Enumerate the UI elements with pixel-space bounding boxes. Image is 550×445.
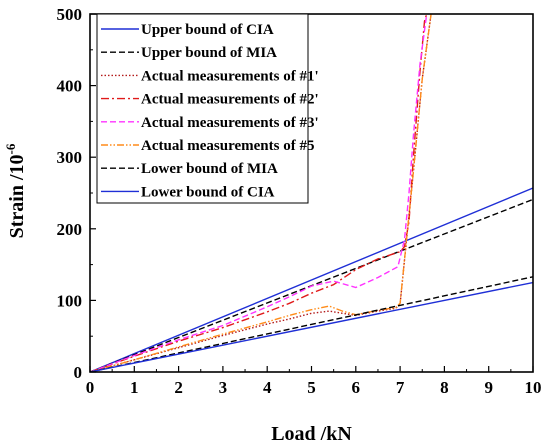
y-tick-label: 200 [57,220,83,239]
legend-label: Upper bound of CIA [141,22,274,38]
x-tick-label: 10 [525,378,542,397]
x-axis-title: Load /kN [271,423,352,445]
series-line-8 [90,281,533,372]
y-axis-title-sup: -6 [3,143,18,154]
legend-label: Lower bound of CIA [141,184,275,200]
series-line-1 [90,187,533,372]
series-line-6 [90,14,432,372]
y-tick-label: 300 [57,148,83,167]
x-tick-label: 8 [440,378,449,397]
y-axis-title-main: Strain /10 [6,154,28,238]
y-tick-label: 0 [74,363,83,382]
legend-label: Actual measurements of #5 [141,138,314,154]
x-tick-label: 5 [307,378,316,397]
legend-label: Actual measurements of #3' [141,115,319,131]
x-tick-label: 6 [352,378,361,397]
x-tick-label: 4 [263,378,272,397]
legend-label: Actual measurements of #2' [141,92,319,108]
y-tick-label: 400 [57,77,83,96]
x-tick-label: 3 [219,378,228,397]
x-tick-label: 1 [130,378,139,397]
legend-label: Actual measurements of #1' [141,68,319,84]
legend-label: Lower bound of MIA [141,161,278,177]
legend-label: Upper bound of MIA [141,45,277,61]
y-tick-label: 100 [57,291,83,310]
series-layer [90,14,533,372]
legend-box [96,13,309,204]
y-tick-label: 500 [57,5,83,24]
series-line-5 [90,14,428,372]
x-tick-label: 0 [86,378,95,397]
y-axis-title: Strain /10-6 [3,143,28,238]
x-tick-label: 2 [174,378,183,397]
legend: Upper bound of CIA Upper bound of MIA Actu… [96,13,319,204]
series-line-7 [90,276,533,372]
x-tick-label: 7 [396,378,405,397]
series-line-4 [90,14,428,372]
x-tick-label: 9 [484,378,493,397]
